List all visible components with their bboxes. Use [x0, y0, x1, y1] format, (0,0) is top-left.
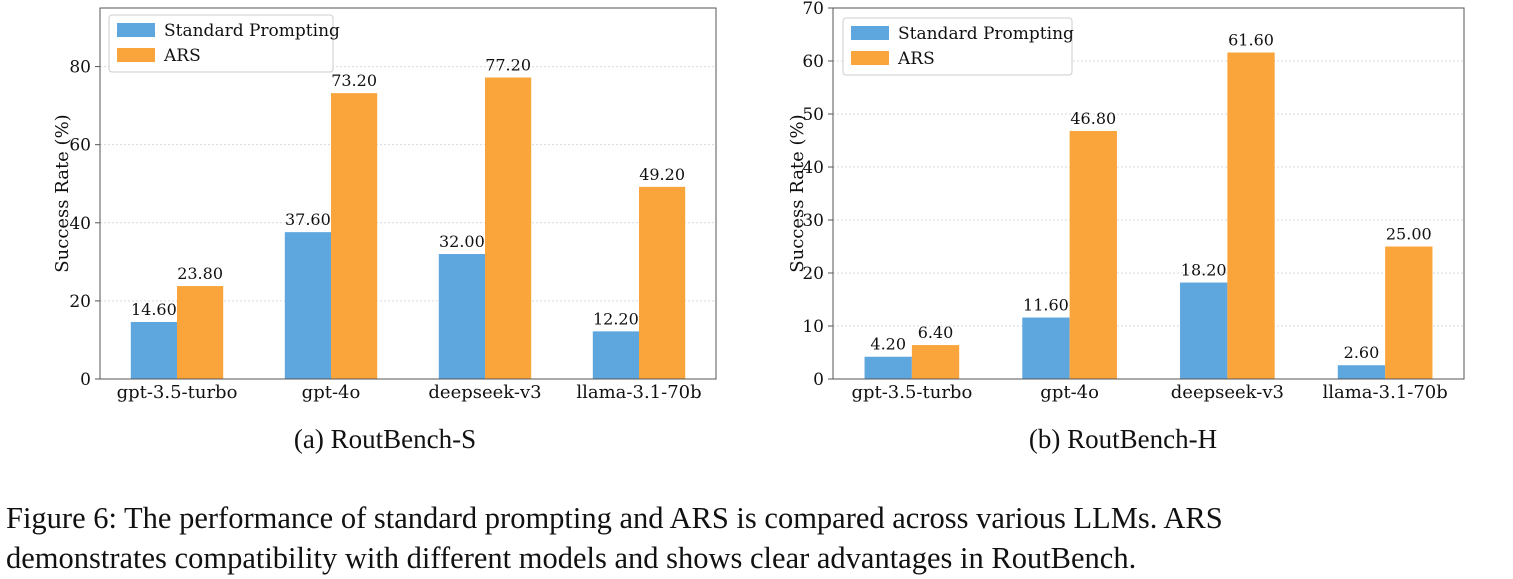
y-tick-label: 0: [813, 370, 824, 390]
legend-swatch-ars: [117, 48, 155, 62]
subcaption: (b) RoutBench-H: [1029, 424, 1217, 454]
x-tick-label: deepseek-v3: [428, 382, 541, 403]
standard-value-label-2: 32.00: [439, 232, 485, 251]
standard-bar-3: [1337, 365, 1386, 379]
y-tick-label: 40: [802, 158, 824, 178]
standard-bar-2: [1180, 282, 1228, 379]
y-tick-label: 70: [802, 0, 824, 19]
ars-bar-1: [331, 93, 378, 379]
legend: Standard Prompting ARS: [842, 17, 1074, 76]
ars-value-label-1: 46.80: [1070, 109, 1116, 128]
x-tick-label: llama-3.1-70b: [1322, 382, 1447, 403]
standard-value-label-1: 37.60: [285, 210, 331, 229]
x-tick-label: llama-3.1-70b: [576, 382, 701, 403]
standard-value-label-3: 12.20: [593, 309, 639, 328]
plot-frame: [832, 7, 1465, 380]
legend-label-standard: Standard Prompting: [898, 24, 1074, 44]
y-tick-label: 20: [69, 292, 91, 312]
caption-line-1: Figure 6: The performance of standard pr…: [6, 501, 1223, 535]
ars-bar-0: [911, 345, 960, 379]
standard-value-label-0: 14.60: [131, 300, 177, 319]
ars-bar-2: [1227, 52, 1275, 380]
legend-box: [842, 17, 1073, 76]
y-tick-label: 50: [802, 105, 824, 125]
ars-value-label-0: 23.80: [177, 264, 223, 283]
y-axis-label: Success Rate (%): [52, 114, 73, 272]
standard-value-label-2: 18.20: [1181, 261, 1227, 280]
legend-label-ars: ARS: [163, 46, 201, 66]
x-tick-label: gpt-4o: [1040, 382, 1099, 403]
ars-bar-3: [1385, 246, 1433, 379]
standard-value-label-3: 2.60: [1344, 343, 1380, 362]
legend-swatch-ars: [851, 51, 889, 65]
legend-label-standard: Standard Prompting: [164, 21, 340, 41]
ars-value-label-2: 77.20: [485, 56, 531, 75]
ars-value-label-1: 73.20: [331, 71, 377, 90]
ars-bar-3: [639, 186, 686, 379]
y-tick-label: 30: [802, 211, 824, 231]
legend-swatch-standard: [117, 23, 155, 37]
ars-value-label-3: 25.00: [1386, 225, 1432, 244]
ars-bar-0: [177, 286, 224, 379]
y-axis-label: Success Rate (%): [787, 114, 808, 272]
standard-value-label-0: 4.20: [870, 335, 906, 354]
legend-label-ars: ARS: [897, 49, 935, 69]
x-tick-label: deepseek-v3: [1171, 382, 1284, 403]
y-tick-label: 10: [802, 317, 824, 337]
standard-bar-1: [1022, 317, 1070, 379]
ars-value-label-0: 6.40: [918, 323, 954, 342]
x-tick-label: gpt-3.5-turbo: [851, 382, 972, 403]
standard-bar-3: [592, 331, 639, 379]
x-tick-label: gpt-4o: [302, 382, 361, 403]
ars-value-label-3: 49.20: [639, 165, 685, 184]
chart-routbench-h: 4.20 6.40 gpt-3.5-turbo 11.60 46.80 gpt-4o 18.…: [787, 0, 1465, 454]
ars-bar-2: [485, 77, 532, 380]
y-tick-label: 60: [802, 52, 824, 72]
standard-bar-0: [130, 321, 177, 379]
legend: Standard Prompting ARS: [108, 14, 340, 73]
standard-bar-2: [438, 254, 485, 379]
caption-line-2: demonstrates compatibility with differen…: [6, 541, 1137, 575]
x-tick-label: gpt-3.5-turbo: [117, 382, 238, 403]
y-tick-label: 20: [802, 264, 824, 284]
y-tick-label: 0: [80, 370, 91, 390]
legend-swatch-standard: [851, 26, 889, 40]
standard-bar-0: [864, 356, 912, 379]
y-tick-label: 80: [69, 58, 91, 78]
plot-frame: [99, 7, 717, 380]
y-tick-label: 40: [69, 214, 91, 234]
legend-box: [108, 14, 334, 73]
figure-caption: Figure 6: The performance of standard pr…: [6, 498, 1511, 578]
ars-value-label-2: 61.60: [1228, 31, 1274, 50]
standard-bar-1: [284, 232, 331, 379]
subcaption: (a) RoutBench-S: [294, 424, 476, 454]
y-tick-label: 60: [69, 136, 91, 156]
standard-value-label-1: 11.60: [1023, 296, 1069, 315]
ars-bar-1: [1069, 130, 1117, 379]
